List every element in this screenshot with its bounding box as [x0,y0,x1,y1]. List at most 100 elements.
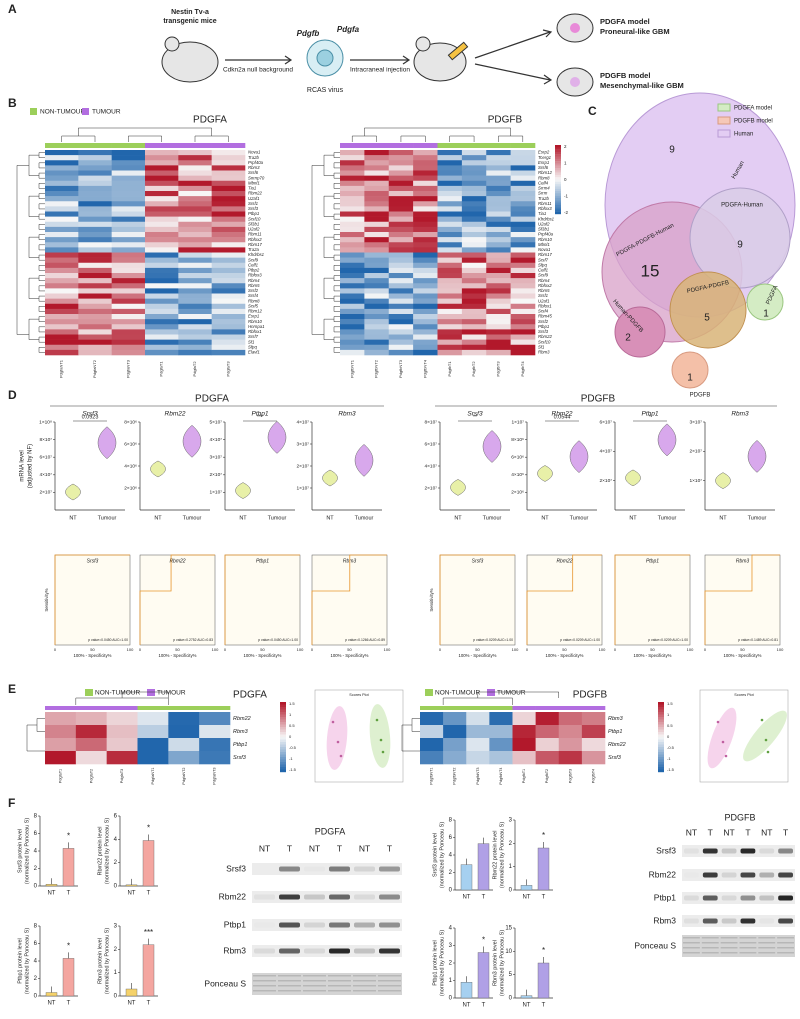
colorbar-tick: 0 [667,734,670,739]
venn-pdgfa-human [689,187,791,289]
heatmap-cell [78,293,112,299]
sample-label: PdgfaT2 [192,361,197,377]
schema-text: PDGFA model [600,17,650,26]
heatmap-cell [466,725,490,739]
heatmap-cell [145,226,179,233]
colorbar-step [658,702,664,705]
heatmap-cell [510,334,536,340]
heatmap-cell [78,273,112,279]
roc-tick: 50 [562,647,567,652]
violin [322,469,338,487]
arrow [474,29,553,59]
heatmap-cell [388,262,414,269]
score-point [379,738,383,742]
blot-band [739,942,757,944]
legend-swatch [425,689,433,696]
gene-label: Srsf1 [538,293,549,298]
heatmap-cell [45,288,79,294]
heatmap-cell [461,252,487,258]
blot-band [279,922,300,928]
blot-band [702,895,718,901]
blot-band [304,922,325,928]
y-tick-label: 4×10⁷ [209,437,222,443]
roc-tick: 50 [650,647,655,652]
x-tick-label: T [482,895,486,901]
gene-label: Tia1 [538,211,547,216]
group-strip [111,143,146,148]
heatmap-cell [145,257,179,264]
heatmap-cell [388,273,414,279]
gene-label: Rbfox2 [248,237,262,242]
heatmap-cell [340,278,365,284]
colorbar-step [658,754,664,758]
heatmap-cell [461,267,487,274]
axis-label: (normalized by Ponceau S) [499,822,505,889]
colorbar-step [280,764,286,768]
heatmap-cell [78,155,112,161]
heatmap-cell [45,191,79,197]
gene-label: Khdrbs1 [248,252,265,257]
colorbar-step [555,197,561,201]
heatmap-cell [211,247,246,253]
blot-band [777,947,794,949]
heatmap-cell [111,185,146,192]
blot-band [254,923,275,928]
gene-label: U2af2 [248,227,260,232]
y-tick-label: 6 [449,835,453,841]
heatmap-cell [437,319,463,325]
heatmap-cell [45,180,79,187]
heatmap-cell [145,170,179,176]
heatmap-cell [340,180,365,187]
heatmap-cell [437,221,463,228]
roc-tick: 100 [297,647,304,652]
heatmap-cell [510,339,536,346]
roc-tick: 50 [347,647,352,652]
group-strip [199,706,231,710]
legend-label: NON-TUMOUR [435,690,480,697]
heatmap-cell [178,242,212,248]
heatmap-cell [340,273,365,279]
heatmap-cell [466,738,490,752]
heatmap-cell [111,232,146,238]
heatmap-cell [364,237,390,243]
heatmap-cell [510,349,536,356]
sample-label: PdgfaNT2 [182,767,186,784]
blot-band [353,980,376,982]
blot-band [354,894,375,900]
heatmap-cell [45,267,79,274]
heatmap-cell [364,267,390,274]
bar [477,952,490,999]
heatmap-cell [443,751,467,765]
region-label: PDGFB [690,393,711,399]
heatmap-cell [461,349,487,356]
gene-label: Rbm10 [538,237,552,242]
gene-label: Ptbp1 [248,211,260,216]
heatmap-cell [510,191,536,197]
group-strip [461,143,487,148]
heatmap-cell [510,308,536,315]
heatmap-cell [45,160,79,166]
heatmap-cell [413,226,438,233]
heatmap-cell [364,221,390,228]
heatmap-cell [413,185,438,192]
heatmap-cell [437,201,463,207]
heatmap-cell [489,725,513,739]
group-strip [437,143,463,148]
blot-band [379,866,400,872]
heatmap-cell [364,180,390,187]
heatmap-cell [111,160,146,166]
heatmap-cell [45,237,79,243]
bar [537,962,550,999]
gene-label: Mbnl1 [248,180,260,185]
heatmap-cell [45,175,79,182]
colorbar-step [658,714,664,718]
heatmap-cell [78,226,112,233]
heatmap-cell [340,267,365,274]
heatmap-cell [461,191,487,197]
y-tick-label: 4 [114,837,118,843]
heatmap-cell [388,185,414,192]
heatmap-cell [145,237,179,243]
violin [97,426,117,460]
heatmap-cell [211,185,246,192]
heatmap-cell [78,160,112,166]
